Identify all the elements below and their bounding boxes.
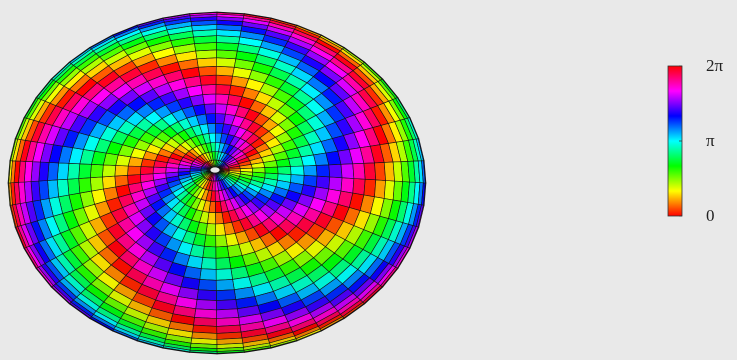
surface-patch (328, 163, 343, 179)
surface-patch (215, 234, 228, 248)
surface-patch (215, 212, 225, 225)
surface-patch (47, 179, 59, 199)
surface-patch (152, 166, 167, 175)
colorbar-tick-label: π (706, 131, 715, 150)
surface-patch (340, 163, 355, 179)
surface-patch (200, 84, 217, 95)
surface-patch (215, 289, 237, 301)
surface-patch (78, 163, 92, 179)
surface-patch (215, 74, 233, 86)
surface-patch (195, 299, 217, 311)
surface-patch (374, 179, 386, 199)
surface-patch (239, 167, 253, 173)
surface-patch (114, 174, 129, 188)
surface-patch (215, 257, 232, 270)
surface-patch (56, 178, 70, 198)
surface-patch (363, 162, 377, 181)
surface-patch (290, 165, 305, 176)
surface-patch (215, 245, 230, 259)
surface-patch (78, 177, 92, 194)
surface-patch (215, 57, 237, 68)
surface-patch (352, 178, 366, 196)
colorbar-tick-label: 2π (706, 56, 724, 75)
colorbar-tick-label: 0 (706, 206, 715, 225)
surface-patch (139, 166, 154, 175)
surface-patch (207, 122, 216, 134)
surface-patch (127, 165, 142, 176)
surface-patch (277, 166, 292, 175)
surface-patch (196, 57, 217, 68)
surface-patch (363, 178, 377, 198)
surface-patch (315, 164, 331, 178)
surface-patch (216, 299, 238, 311)
surface-patch (47, 162, 59, 181)
surface-patch (219, 168, 230, 171)
surface-patch (202, 93, 217, 105)
surface-patch (194, 308, 217, 319)
surface-patch (264, 166, 279, 175)
surface-patch (215, 268, 233, 281)
surface-patch (203, 103, 217, 115)
surface-patch (251, 167, 266, 174)
surface-patch (328, 176, 343, 192)
surface-patch (67, 178, 81, 196)
surface-patch (215, 93, 230, 105)
surface-patch (197, 279, 217, 292)
surface-patch (114, 165, 129, 177)
surface-patch (203, 234, 217, 248)
surface-patch (67, 162, 81, 180)
surface-patch (199, 74, 217, 86)
surface-patch (288, 156, 304, 167)
surface-patch (102, 175, 117, 190)
surface-patch (303, 165, 318, 177)
surface-patch (89, 163, 104, 179)
surface-patch (352, 162, 366, 180)
surface-patch (340, 177, 355, 194)
surface-patch (195, 49, 217, 60)
surface-patch (215, 223, 226, 236)
surface-patch (205, 113, 217, 125)
surface-patch (56, 162, 70, 181)
surface (7, 11, 427, 355)
surface-patch (216, 49, 238, 60)
surface-patch (215, 279, 235, 292)
surface-patch (202, 245, 217, 259)
surface-patch (196, 289, 217, 301)
surface-patch (215, 65, 235, 77)
surface-patch (423, 160, 427, 184)
surface-patch (200, 257, 217, 270)
surface-patch (197, 65, 217, 77)
surface-patch (215, 84, 232, 95)
surface-patch (89, 176, 104, 192)
surface-patch (216, 308, 240, 319)
surface-patch (102, 164, 117, 178)
surface-patch (199, 268, 217, 281)
surface-patch (228, 168, 241, 172)
surface-patch (374, 162, 386, 181)
colorbar: 0 π 2π (667, 56, 724, 225)
